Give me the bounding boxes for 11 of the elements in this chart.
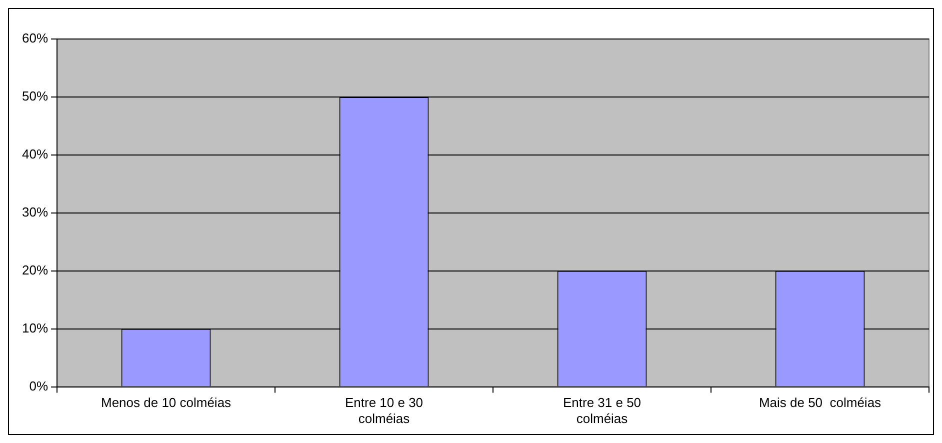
- y-tick-label: 60%: [22, 30, 48, 46]
- y-tick-label: 50%: [22, 88, 48, 104]
- y-tick-label: 20%: [22, 262, 48, 278]
- x-tick-label: Menos de 10 colméias: [100, 395, 232, 410]
- x-tick-label: Entre 10 e 30 colméias: [344, 395, 424, 426]
- y-tick-label: 40%: [22, 146, 48, 162]
- x-tick-label: Mais de 50 colméias: [758, 395, 882, 410]
- y-tick-label: 0%: [29, 378, 48, 394]
- y-tick-label: 30%: [22, 204, 48, 220]
- x-tick-label: Entre 31 e 50 colméias: [562, 395, 642, 426]
- y-tick-label: 10%: [22, 320, 48, 336]
